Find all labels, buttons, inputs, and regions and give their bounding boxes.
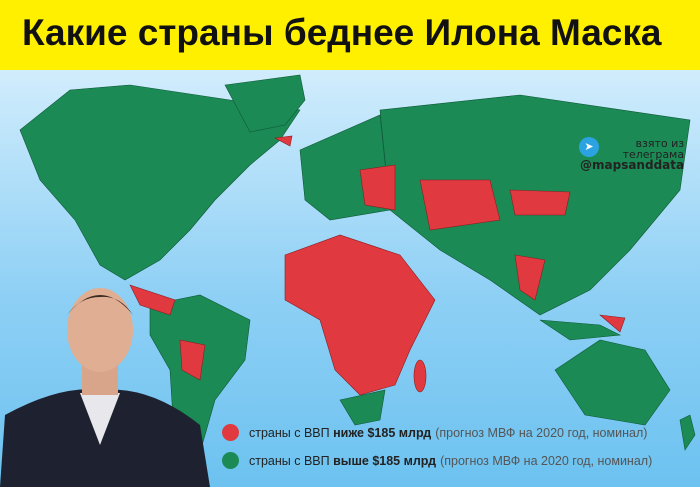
eastern-europe-red: [359, 164, 396, 211]
green-dot-icon: [222, 452, 239, 469]
red-dot-icon: [222, 424, 239, 441]
legend-threshold: $185 млрд: [367, 425, 432, 440]
credit-line1: взято из: [635, 137, 685, 150]
legend-bold: ниже: [333, 425, 364, 440]
south-africa: [339, 389, 386, 426]
indonesia: [539, 319, 622, 341]
world-map: [19, 74, 696, 471]
legend-threshold: $185 млрд: [372, 453, 437, 468]
legend-text: страны с ВВП: [249, 425, 330, 440]
legend-item-below: страны с ВВП ниже $185 млрд (прогноз МВФ…: [222, 424, 647, 441]
iceland-red: [274, 135, 293, 147]
legend-item-above: страны с ВВП выше $185 млрд (прогноз МВФ…: [222, 452, 652, 469]
credit: взято из телеграма @mapsanddata: [580, 138, 684, 171]
png-red: [599, 314, 626, 333]
bolivia-red: [179, 339, 206, 381]
central-america-red: [129, 284, 176, 316]
header-banner: Какие страны беднее Илона Маска: [0, 0, 700, 70]
central-asia-red: [419, 179, 501, 231]
legend-note: (прогноз МВФ на 2020 год, номинал): [440, 453, 653, 468]
legend-bold: выше: [333, 453, 369, 468]
new-zealand: [679, 414, 696, 451]
credit-line2: телеграма: [622, 148, 685, 161]
person-photo: [0, 288, 210, 487]
legend-note: (прогноз МВФ на 2020 год, номинал): [435, 425, 648, 440]
mongolia-red: [509, 189, 571, 216]
page-title: Какие страны беднее Илона Маска: [22, 12, 662, 53]
legend-text: страны с ВВП: [249, 453, 330, 468]
credit-handle: @mapsanddata: [580, 158, 685, 172]
southeast-asia-red: [514, 254, 546, 301]
africa-red: [284, 234, 436, 396]
greenland: [224, 74, 306, 133]
telegram-icon: ➤: [579, 137, 599, 157]
north-america: [19, 84, 301, 281]
madagascar-red: [413, 359, 427, 393]
australia: [554, 339, 671, 426]
